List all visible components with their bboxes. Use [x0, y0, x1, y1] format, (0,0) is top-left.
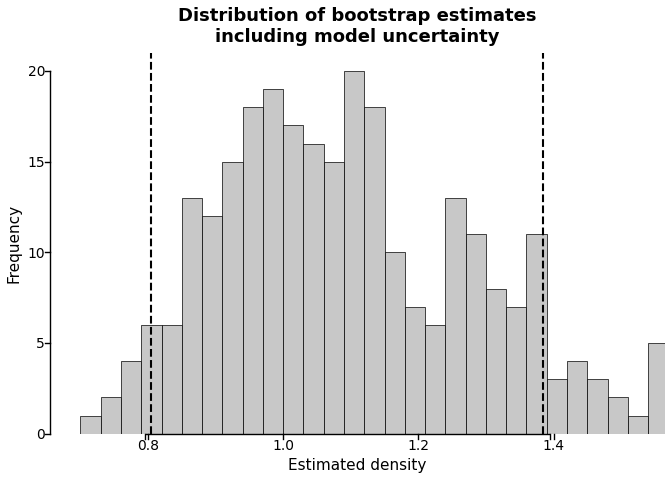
- Bar: [101, 397, 121, 433]
- Bar: [405, 307, 425, 433]
- Bar: [567, 361, 587, 433]
- Bar: [324, 162, 344, 433]
- Bar: [384, 252, 405, 433]
- Bar: [121, 361, 141, 433]
- Bar: [587, 379, 607, 433]
- Bar: [283, 125, 304, 433]
- Bar: [628, 416, 648, 433]
- Bar: [506, 307, 526, 433]
- Bar: [161, 325, 182, 433]
- Bar: [486, 288, 506, 433]
- Bar: [222, 162, 243, 433]
- Bar: [243, 107, 263, 433]
- X-axis label: Estimated density: Estimated density: [288, 458, 427, 473]
- Bar: [446, 198, 466, 433]
- Title: Distribution of bootstrap estimates
including model uncertainty: Distribution of bootstrap estimates incl…: [178, 7, 537, 46]
- Bar: [344, 71, 364, 433]
- Bar: [263, 89, 283, 433]
- Bar: [81, 416, 101, 433]
- Bar: [364, 107, 384, 433]
- Bar: [425, 325, 446, 433]
- Bar: [607, 397, 628, 433]
- Bar: [547, 379, 567, 433]
- Bar: [141, 325, 161, 433]
- Bar: [304, 144, 324, 433]
- Y-axis label: Frequency: Frequency: [7, 204, 22, 283]
- Bar: [648, 343, 669, 433]
- Bar: [466, 234, 486, 433]
- Bar: [202, 216, 222, 433]
- Bar: [526, 234, 547, 433]
- Bar: [182, 198, 202, 433]
